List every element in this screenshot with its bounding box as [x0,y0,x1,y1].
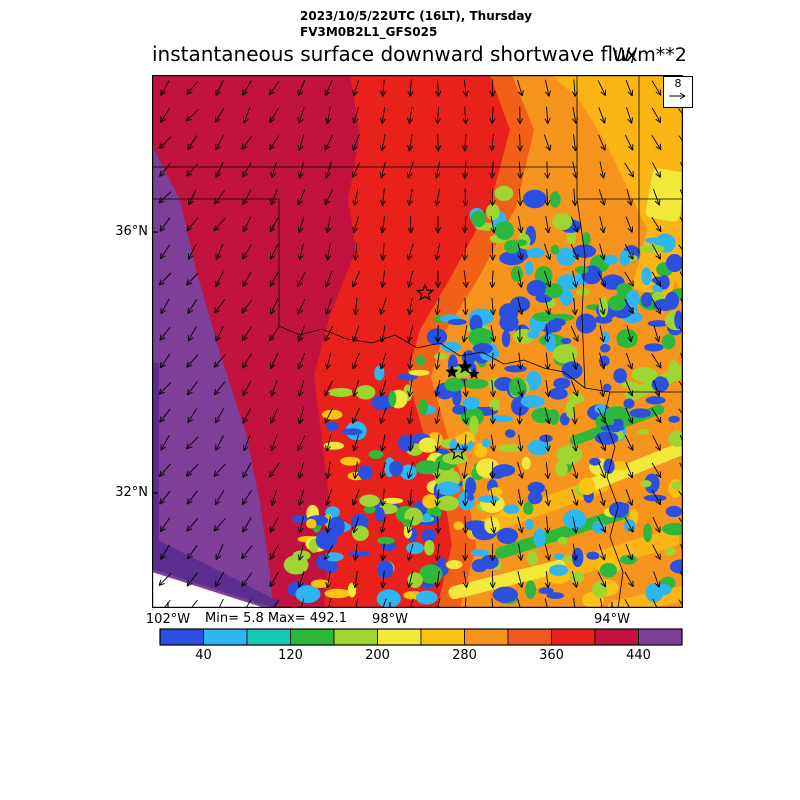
run-datetime: 2023/10/5/22UTC (16LT), Thursday [300,9,532,23]
site-star-marker [415,283,435,301]
map-plot [152,75,683,608]
site-star-marker [468,368,480,379]
colorbar-tick-40: 40 [195,648,212,663]
lon-label-2: 94°W [594,612,630,627]
site-star-marker [445,365,459,378]
vector-reference-key: 8 [663,76,693,108]
colorbar-tick-120: 120 [278,648,303,663]
colorbar-tick-360: 360 [539,648,564,663]
model-id: FV3M0B2L1_GFS025 [300,25,438,39]
lon-label-0: 102°W [145,612,191,627]
plot-units: W/m**2 [612,44,687,66]
lon-label-1: 98°W [372,612,408,627]
lat-label-1: 32°N [115,485,148,500]
site-star-marker [448,442,468,460]
minmax-label: Min= 5.8 Max= 492.1 [205,611,348,626]
vector-reference-arrow-icon [669,92,686,100]
vector-reference-value: 8 [674,77,682,90]
colorbar-tick-200: 200 [365,648,390,663]
colorbar-tick-440: 440 [626,648,651,663]
plot-title: instantaneous surface downward shortwave… [152,42,638,66]
colorbar [159,628,683,646]
site-star-marker [457,359,473,374]
lat-label-0: 36°N [115,224,148,239]
colorbar-tick-280: 280 [452,648,477,663]
plot-header: 2023/10/5/22UTC (16LT), Thursday FV3M0B2… [300,8,532,40]
